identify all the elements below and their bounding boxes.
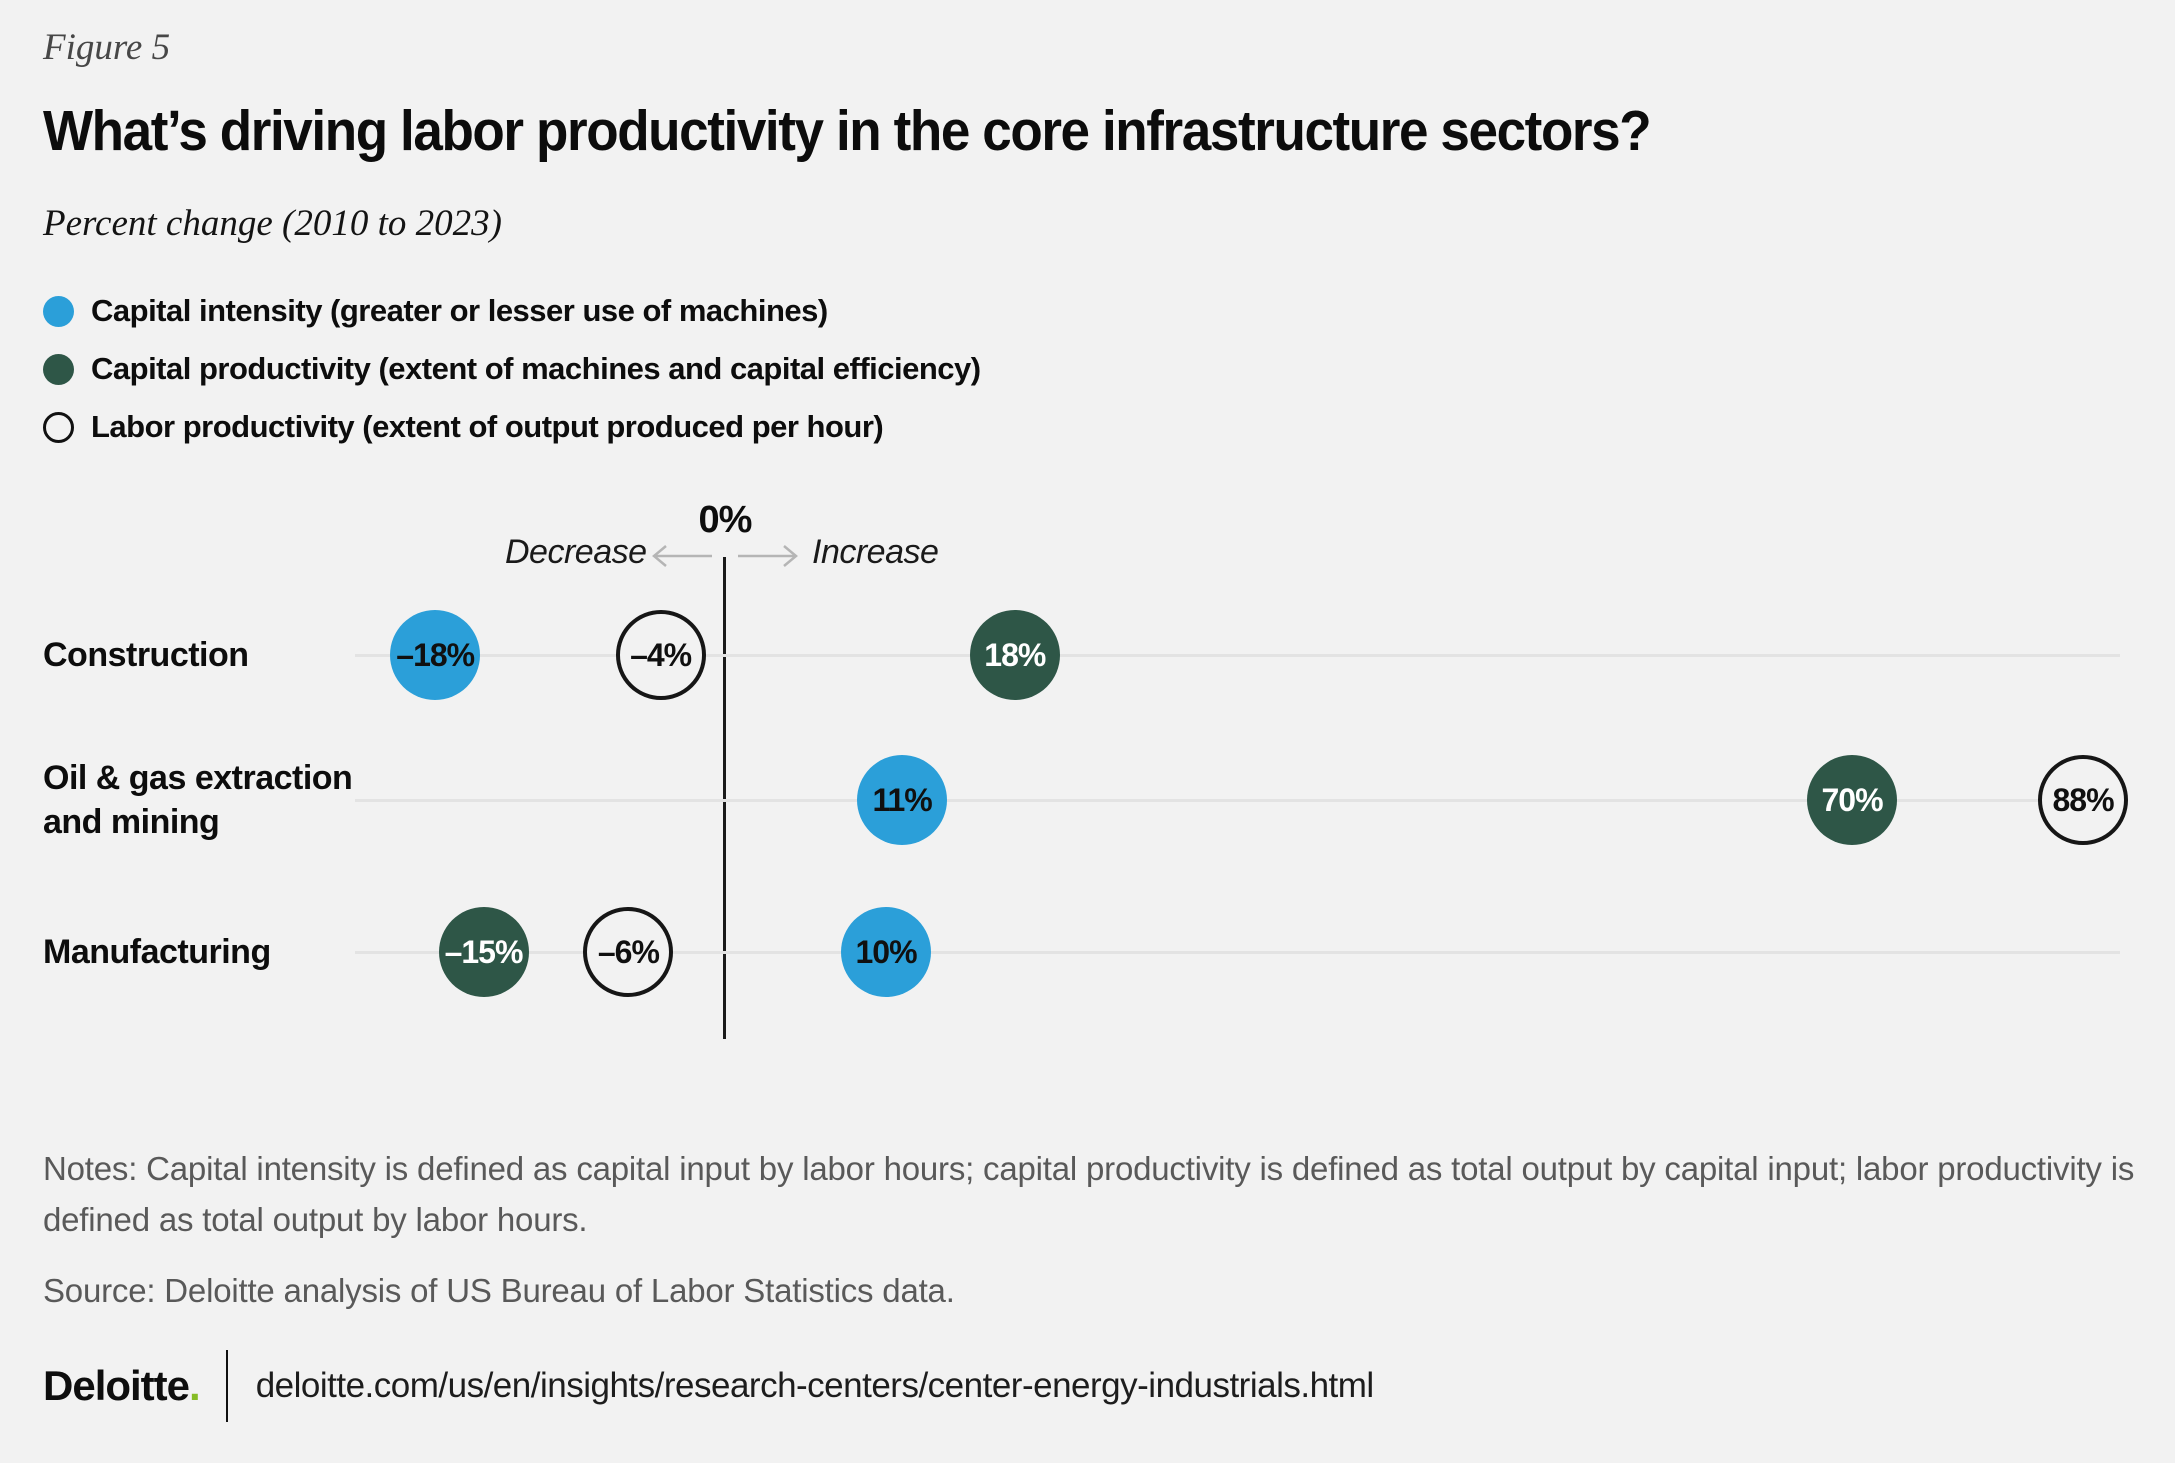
- row-line: [355, 950, 2120, 954]
- value-bubble: 70%: [1807, 755, 1897, 845]
- legend-label: Capital productivity (extent of machines…: [91, 351, 981, 386]
- page-title: What’s driving labor productivity in the…: [43, 99, 1652, 163]
- value-bubble: 18%: [969, 610, 1060, 700]
- value-bubble: –15%: [438, 907, 529, 997]
- legend-label: Labor productivity (extent of output pro…: [91, 409, 884, 444]
- legend-item-capital-intensity: Capital intensity (greater or lesser use…: [43, 282, 981, 340]
- outline-circle-icon: [43, 411, 74, 443]
- zero-axis-line: [723, 557, 726, 1039]
- left-arrow-icon: [652, 545, 712, 567]
- legend-item-capital-productivity: Capital productivity (extent of machines…: [43, 340, 981, 398]
- row-line: [355, 653, 2120, 657]
- footer: Deloitte. deloitte.com/us/en/insights/re…: [43, 1350, 1374, 1422]
- value-bubble: –6%: [583, 907, 674, 997]
- value-bubble: 11%: [857, 755, 948, 845]
- blue-circle-icon: [43, 295, 74, 327]
- increase-label: Increase: [812, 533, 939, 571]
- green-circle-icon: [43, 353, 74, 385]
- legend-item-labor-productivity: Labor productivity (extent of output pro…: [43, 398, 981, 456]
- category-label: Oil & gas extraction and mining: [43, 759, 353, 841]
- subtitle: Percent change (2010 to 2023): [43, 203, 502, 244]
- footer-url[interactable]: deloitte.com/us/en/insights/research-cen…: [255, 1366, 1375, 1405]
- decrease-label: Decrease: [505, 533, 647, 571]
- value-bubble: 88%: [2038, 755, 2128, 845]
- dot-plot-chart: 0% Decrease Increase Construction –18% 18%…: [0, 495, 2175, 1070]
- logo-word: Deloitte: [43, 1362, 190, 1409]
- category-label: Manufacturing: [43, 933, 271, 971]
- value-bubble: 10%: [841, 907, 931, 997]
- legend-label: Capital intensity (greater or lesser use…: [91, 293, 828, 328]
- category-label: Construction: [43, 636, 249, 674]
- zero-axis-label: 0%: [698, 499, 753, 541]
- footer-divider: [225, 1350, 228, 1422]
- notes-text: Notes: Capital intensity is defined as c…: [43, 1150, 2135, 1238]
- right-arrow-icon: [738, 545, 798, 567]
- source-text: Source: Deloitte analysis of US Bureau o…: [43, 1272, 955, 1309]
- value-bubble: –18%: [390, 610, 481, 700]
- row-line: [355, 798, 2120, 802]
- figure-label: Figure 5: [43, 27, 171, 68]
- legend: Capital intensity (greater or lesser use…: [43, 282, 981, 456]
- logo-green-dot: .: [189, 1362, 201, 1409]
- deloitte-logo: Deloitte.: [43, 1362, 201, 1410]
- value-bubble: –4%: [615, 610, 706, 700]
